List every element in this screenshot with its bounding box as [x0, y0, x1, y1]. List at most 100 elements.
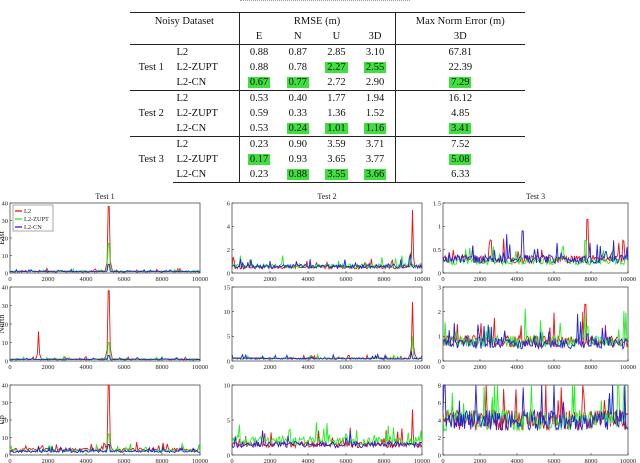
group-label: Test 3 — [130, 136, 173, 183]
x-tick-label: 10000 — [620, 458, 636, 463]
table-cell: 2.55 — [355, 60, 396, 75]
x-tick-label: 2000 — [264, 364, 277, 371]
highlighted-value: 2.55 — [363, 62, 387, 73]
table-cell: 3.77 — [355, 152, 396, 167]
table-cell: 0.40 — [278, 90, 318, 106]
highlighted-value: 7.29 — [449, 77, 472, 88]
table-cell: 3.71 — [355, 136, 396, 152]
table-cell: 0.53 — [239, 90, 279, 106]
table-header-row: Noisy Dataset RMSE (m) Max Norm Error (m) — [130, 12, 525, 29]
y-tick-label: 0 — [5, 270, 8, 277]
header-rmse: RMSE (m) — [239, 12, 396, 29]
highlighted-value: 3.41 — [449, 123, 472, 134]
group-label: Test 2 — [130, 90, 173, 137]
plot-frame — [231, 286, 423, 362]
x-tick-label: 0 — [441, 276, 444, 283]
x-tick-label: 6000 — [340, 458, 353, 463]
table-cell: 0.59 — [249, 108, 269, 119]
series-line-l2-cn — [10, 354, 201, 361]
x-tick-label: 4000 — [80, 458, 93, 463]
y-tick-label: 8 — [438, 382, 441, 389]
table-cell: 1.94 — [355, 90, 396, 106]
table-cell: 67.81 — [395, 44, 525, 60]
cropped-caption-line — [240, 0, 410, 4]
header-col-3d: 3D — [355, 29, 396, 45]
method-label: L2 — [172, 44, 240, 60]
table-cell: 0.17 — [239, 152, 278, 167]
x-tick-label: 6000 — [548, 364, 561, 371]
header-dataset: Noisy Dataset — [130, 12, 240, 29]
group-label: Test 1 — [130, 44, 173, 91]
header-col-3d: 3D — [453, 31, 467, 42]
table-cell: 0.93 — [288, 154, 307, 165]
x-tick-label: 6000 — [118, 458, 131, 463]
table-cell: 0.87 — [278, 44, 318, 60]
highlighted-value: 0.77 — [286, 77, 309, 88]
legend-label: L2-ZUPT — [24, 216, 49, 223]
table-subheader-row: E N U 3D 3D — [130, 29, 525, 45]
y-tick-label: 30 — [2, 400, 9, 407]
x-tick-label: 8000 — [585, 364, 598, 371]
y-tick-label: 0 — [5, 358, 8, 365]
highlighted-value: 1.16 — [363, 123, 387, 134]
x-tick-label: 0 — [8, 276, 11, 283]
y-tick-label: 1.5 — [433, 200, 441, 207]
y-tick-label: 30 — [2, 218, 9, 225]
highlighted-value: 5.08 — [449, 154, 472, 165]
x-tick-label: 6000 — [548, 458, 561, 463]
y-tick-label: 2 — [438, 435, 441, 442]
y-tick-label: 0 — [227, 452, 230, 459]
x-tick-label: 2000 — [42, 276, 55, 283]
x-tick-label: 10000 — [192, 276, 208, 283]
method-label: L2-CN — [172, 121, 240, 137]
x-tick-label: 4000 — [302, 458, 315, 463]
y-tick-label: 0.5 — [433, 247, 441, 254]
table-cell: 4.85 — [451, 108, 470, 119]
y-tick-label: 2 — [227, 247, 230, 254]
method-label: L2-ZUPT — [172, 60, 240, 75]
x-tick-label: 0 — [8, 364, 11, 371]
series-line-l2 — [9, 384, 201, 453]
table-cell: 3.55 — [317, 167, 356, 183]
y-tick-label: 5 — [227, 417, 230, 424]
y-tick-label: 6 — [227, 200, 231, 207]
series-line-l2-cn — [442, 384, 629, 432]
table-row: L2-CN 0.67 0.77 2.72 2.90 7.29 — [130, 75, 525, 91]
y-tick-label: 4 — [438, 417, 442, 424]
y-tick-label: 40 — [2, 284, 9, 291]
row-label: Up — [0, 415, 6, 425]
table-cell: 6.33 — [395, 167, 525, 183]
x-tick-label: 8000 — [378, 458, 391, 463]
x-tick-label: 2000 — [42, 364, 55, 371]
y-tick-label: 10 — [224, 309, 231, 316]
column-title: Test 3 — [526, 192, 545, 201]
table-cell: 1.77 — [317, 90, 356, 106]
legend-label: L2-CN — [24, 224, 42, 231]
x-tick-label: 0 — [230, 458, 233, 463]
table-cell: 0.77 — [278, 75, 317, 91]
column-title: Test 2 — [317, 192, 336, 201]
header-col-e: E — [255, 31, 263, 42]
y-tick-label: 0 — [227, 358, 230, 365]
x-tick-label: 4000 — [511, 364, 524, 371]
row-label: North — [0, 315, 6, 334]
y-tick-label: 40 — [2, 382, 9, 389]
highlighted-value: 0.24 — [286, 123, 309, 134]
y-tick-label: 3 — [438, 284, 441, 291]
y-tick-label: 0 — [438, 452, 441, 459]
x-tick-label: 0 — [8, 458, 11, 463]
x-tick-label: 0 — [230, 276, 233, 283]
series-line-l2-zupt — [442, 384, 629, 432]
x-tick-label: 4000 — [511, 276, 524, 283]
x-tick-label: 10000 — [192, 458, 208, 463]
y-tick-label: 15 — [224, 284, 231, 291]
table-cell: 0.88 — [239, 44, 279, 60]
y-tick-label: 10 — [2, 435, 9, 442]
series-line-l2-cn — [442, 313, 629, 351]
highlighted-value: 2.27 — [325, 62, 348, 73]
table-cell: 0.67 — [239, 75, 278, 91]
plot-frame — [9, 286, 201, 362]
y-tick-label: 6 — [438, 400, 442, 407]
y-tick-label: 10 — [224, 382, 231, 389]
